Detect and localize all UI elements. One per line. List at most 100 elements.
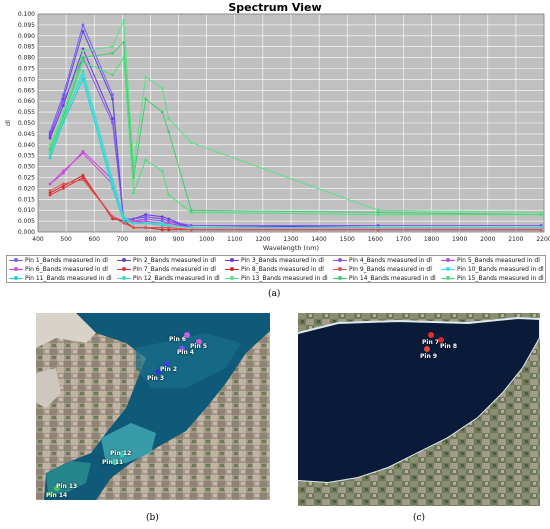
pin-marker[interactable] (428, 332, 434, 338)
pin-marker[interactable] (155, 369, 161, 375)
y-tick-label: 0.045 (18, 131, 35, 138)
x-tick-label: 1200 (255, 236, 270, 243)
legend-item: Pin 5_Bands measured in dl (441, 256, 540, 265)
pin-marker[interactable] (196, 339, 202, 345)
pin-marker[interactable] (184, 332, 190, 338)
series-point (132, 191, 135, 195)
legend-label: Pin 12_Bands measured in dl (133, 275, 220, 282)
series-point (111, 73, 114, 77)
series-point (61, 187, 65, 190)
pin-marker[interactable] (164, 361, 170, 367)
x-tick-label: 400 (32, 236, 44, 243)
y-tick-label: 0.010 (18, 207, 35, 214)
pin-label: Pin 4 (177, 349, 194, 356)
pin-label: Pin 8 (440, 343, 457, 350)
x-tick-label: 1300 (283, 236, 298, 243)
legend-label: Pin 3_Bands measured in dl (241, 257, 324, 264)
series-point (189, 228, 193, 232)
x-tick-label: 1600 (368, 236, 383, 243)
pin-marker[interactable] (112, 459, 118, 465)
pin-label: Pin 12 (110, 450, 132, 457)
series-point (111, 93, 114, 97)
series-point (167, 219, 171, 223)
series-point (160, 228, 164, 232)
series-point (61, 110, 65, 114)
pin-marker[interactable] (179, 346, 185, 352)
x-tick-label: 700 (117, 236, 129, 243)
series-point (167, 221, 171, 225)
series-point (144, 213, 148, 216)
series-point (61, 104, 65, 107)
series-point (111, 217, 114, 221)
series-point (160, 217, 164, 221)
series-point (132, 219, 135, 223)
series-point (122, 215, 126, 219)
series-point (48, 149, 52, 153)
series-point (167, 193, 171, 197)
pin-label: Pin 13 (56, 483, 78, 490)
pin-label: Pin 11 (102, 459, 124, 466)
series-point (122, 19, 126, 22)
legend-label: Pin 8_Bands measured in dl (241, 266, 324, 273)
y-tick-label: 0.060 (18, 98, 35, 105)
plot-border (37, 13, 545, 233)
legend-label: Pin 7_Bands measured in dl (133, 266, 216, 273)
legend-swatch (9, 256, 23, 265)
pin-label: Pin 2 (160, 366, 177, 373)
legend-swatch (117, 256, 131, 265)
y-tick-label: 0.095 (18, 22, 35, 29)
satellite-map-b[interactable]: Pin 6 Pin 5 Pin 4 Pin 2 Pin 3 Pin 12 Pin 11 Pin… (36, 313, 270, 500)
legend-swatch (225, 265, 239, 274)
y-axis-label: dl (4, 120, 12, 126)
legend-item: Pin 15_Bands measured in dl (441, 274, 544, 283)
legend-swatch (225, 274, 239, 283)
series-point (160, 86, 164, 90)
series-point (61, 117, 65, 121)
series-point (144, 221, 148, 225)
series-point (376, 226, 380, 230)
x-tick-label: 1100 (227, 236, 242, 243)
series-point (122, 40, 126, 44)
legend-swatch (441, 256, 455, 265)
pin-marker[interactable] (119, 451, 125, 457)
series-point (539, 224, 543, 227)
legend-item: Pin 6_Bands measured in dl (9, 265, 108, 274)
y-tick-label: 0.075 (18, 66, 35, 73)
series-point (48, 182, 52, 186)
series-line (49, 41, 542, 216)
series-point (539, 213, 543, 216)
pin-marker[interactable] (424, 346, 430, 352)
series-point (160, 110, 164, 114)
series-point (81, 173, 85, 177)
legend-swatch (9, 274, 23, 283)
x-tick-label: 1900 (452, 236, 467, 243)
x-tick-label: 800 (145, 236, 157, 243)
y-tick-label: 0.030 (18, 164, 35, 171)
series-point (160, 219, 164, 223)
series-point (61, 182, 65, 186)
y-tick-label: 0.070 (18, 76, 35, 83)
legend-item: Pin 13_Bands measured in dl (225, 274, 328, 283)
legend-swatch (441, 265, 455, 274)
x-tick-label: 1000 (199, 236, 214, 243)
pin-marker[interactable] (54, 485, 60, 491)
x-tick-label: 1400 (311, 236, 326, 243)
series-point (111, 51, 114, 55)
series-point (48, 189, 52, 192)
map-c-imagery (298, 313, 540, 506)
y-tick-label: 0.035 (18, 153, 35, 160)
x-tick-label: 1800 (424, 236, 439, 243)
series-point (81, 49, 85, 53)
legend-swatch (333, 256, 347, 265)
y-tick-label: 0.000 (18, 229, 35, 236)
satellite-map-c[interactable]: Pin 7 Pin 8 Pin 9 (298, 313, 540, 506)
legend-item: Pin 1_Bands measured in dl (9, 256, 108, 265)
pin-marker[interactable] (48, 491, 54, 497)
series-point (167, 228, 171, 232)
series-point (111, 178, 114, 182)
series-point (189, 210, 193, 214)
series-point (167, 117, 171, 121)
x-tick-label: 2200 (536, 236, 550, 243)
legend-item: Pin 9_Bands measured in dl (333, 265, 432, 274)
pin-marker[interactable] (438, 337, 444, 343)
